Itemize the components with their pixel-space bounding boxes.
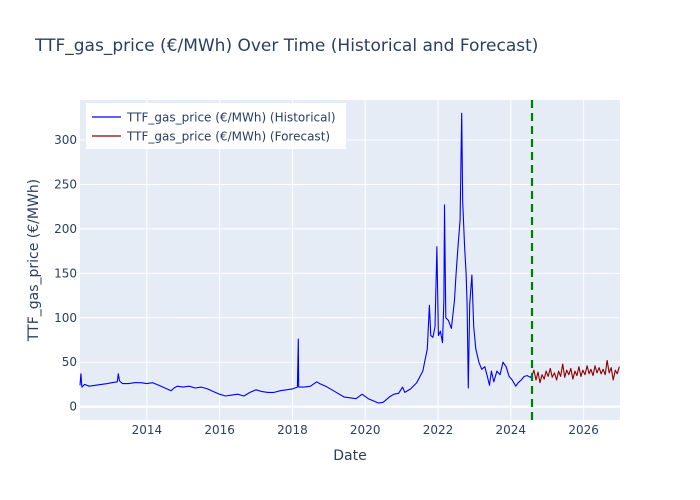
legend-box <box>86 103 346 149</box>
y-tick-label: 200 <box>54 222 77 236</box>
y-tick-label: 0 <box>69 400 77 414</box>
y-tick-label: 150 <box>54 266 77 280</box>
y-tick-label: 100 <box>54 311 77 325</box>
plot-area <box>80 100 620 420</box>
historical-series-line <box>79 112 533 404</box>
legend-forecast-label: TTF_gas_price (€/MWh) (Forecast) <box>126 130 330 144</box>
y-axis-title: TTF_gas_price (€/MWh) <box>26 179 42 342</box>
y-tick-label: 50 <box>62 355 77 369</box>
chart-title: TTF_gas_price (€/MWh) Over Time (Histori… <box>34 36 538 56</box>
y-tick-label: 250 <box>54 177 77 191</box>
forecast-series-line <box>531 359 620 384</box>
x-tick-label: 2022 <box>423 423 454 437</box>
x-tick-label: 2026 <box>568 423 599 437</box>
x-tick-label: 2016 <box>204 423 235 437</box>
x-tick-label: 2018 <box>277 423 308 437</box>
x-tick-label: 2024 <box>496 423 527 437</box>
x-axis-ticks: 2014 2016 2018 2020 2022 2024 2026 <box>132 423 599 437</box>
x-axis-title: Date <box>333 448 366 464</box>
x-tick-label: 2014 <box>132 423 163 437</box>
series-layer <box>79 112 620 404</box>
legend: TTF_gas_price (€/MWh) (Historical) TTF_g… <box>86 103 346 149</box>
grid-lines <box>80 100 620 420</box>
legend-historical-label: TTF_gas_price (€/MWh) (Historical) <box>126 111 336 125</box>
x-tick-label: 2020 <box>350 423 381 437</box>
y-axis-ticks: 0 50 100 150 200 250 300 <box>54 133 77 414</box>
y-tick-label: 300 <box>54 133 77 147</box>
